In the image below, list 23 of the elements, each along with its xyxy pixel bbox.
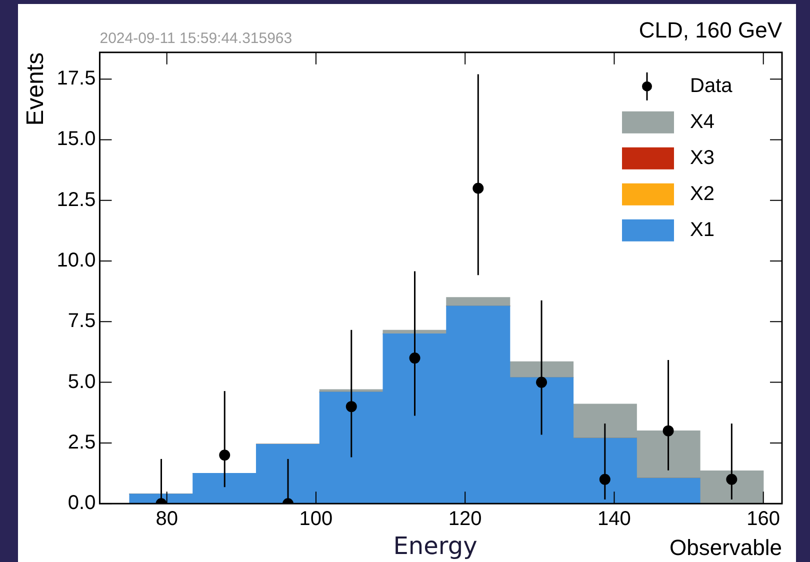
legend-label: X2	[690, 182, 714, 205]
x-tick-label: 140	[598, 508, 631, 530]
y-tick-label: 15.0	[56, 128, 96, 150]
x-tick-label: 80	[156, 508, 178, 530]
legend-label: X3	[690, 146, 714, 169]
y-tick-label: 12.5	[56, 188, 96, 211]
legend-label: X4	[690, 110, 714, 133]
text: Energy	[393, 532, 478, 560]
y-tick-label: 17.5	[56, 68, 96, 90]
y-tick-label: 0.0	[68, 492, 96, 514]
y-axis-title: Events	[22, 52, 50, 126]
x-tick-label: 100	[299, 508, 333, 530]
y-tick-label: 10.0	[56, 250, 96, 272]
text: 2024-09-11 15:59:44.315963	[100, 30, 292, 48]
y-tick-label: 7.5	[68, 310, 96, 332]
x-tick-label: 160	[746, 508, 780, 530]
y-tick-label: 2.5	[68, 431, 96, 454]
legend-label: Data	[690, 74, 734, 97]
x-axis-title: Observable	[669, 534, 782, 560]
x-tick-label: 120	[448, 508, 482, 530]
chart-title: CLD, 160 GeV	[638, 17, 782, 42]
y-tick-label: 5.0	[68, 370, 96, 393]
legend-label: X1	[690, 218, 714, 241]
